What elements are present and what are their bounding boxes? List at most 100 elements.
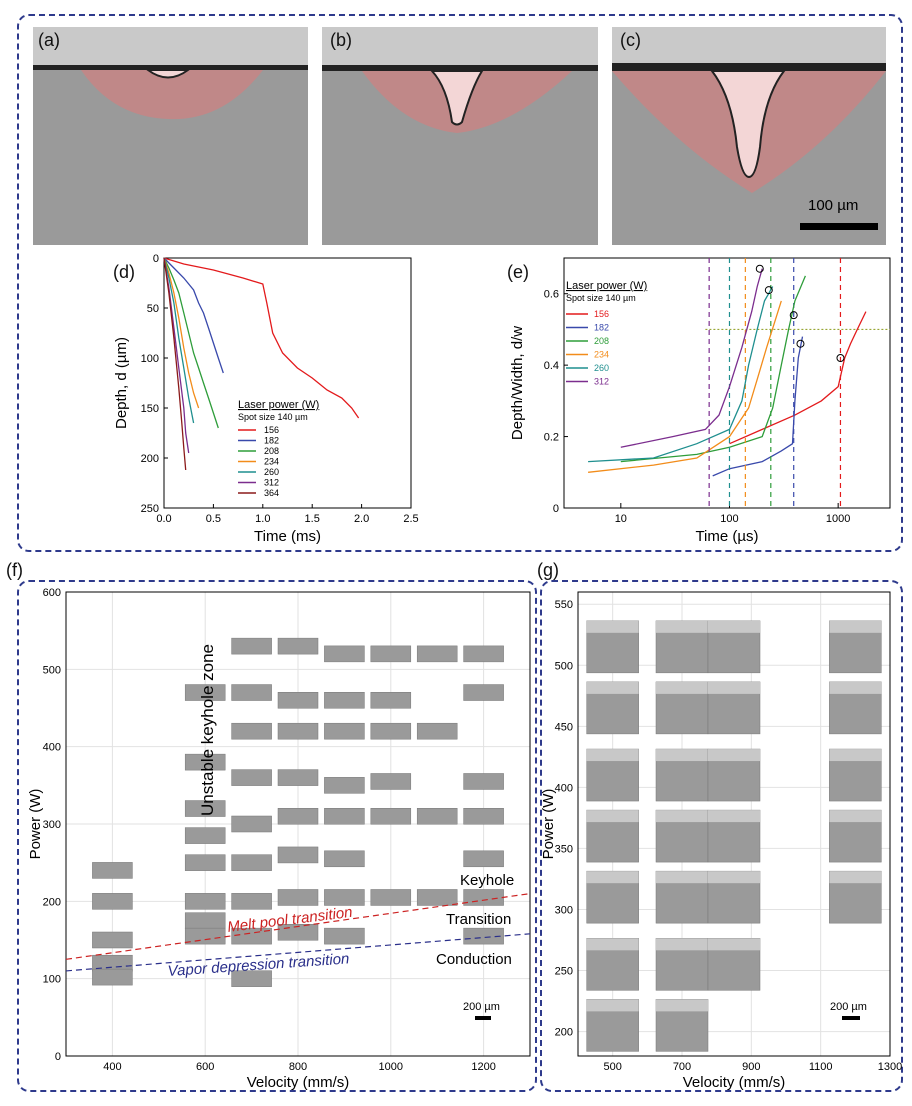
panel-label-f: (f) xyxy=(6,560,23,580)
chart-g-ytick-label: 200 xyxy=(555,1027,573,1039)
chart-d-legend-label-312: 312 xyxy=(264,478,279,488)
chart-g-xtick-label: 500 xyxy=(603,1061,621,1073)
chart-g-sample-powder-layer xyxy=(656,871,708,884)
chart-g-ytick-label: 350 xyxy=(555,843,573,855)
chart-f-xtick-label: 800 xyxy=(289,1061,307,1073)
chart-f-sample-thumbnail xyxy=(231,893,272,910)
chart-f-sample-thumbnail xyxy=(231,970,272,987)
micrograph-a-image xyxy=(33,27,308,245)
chart-d-legend-title: Laser power (W) xyxy=(238,399,319,411)
chart-e-legend-label-312: 312 xyxy=(594,377,609,387)
chart-f-sample-thumbnail xyxy=(92,968,133,986)
chart-f-sample-thumbnail xyxy=(184,753,226,771)
chart-e-legend-subtitle: Spot size 140 µm xyxy=(566,293,636,303)
micrograph-scale-label: 100 µm xyxy=(808,197,859,214)
chart-f-sample-thumbnail xyxy=(231,815,272,833)
chart-d-legend-label-182: 182 xyxy=(264,436,279,446)
chart-d-series-234 xyxy=(163,257,200,409)
chart-e-ytick-label: 0.4 xyxy=(544,360,559,372)
chart-f-region-keyhole: Keyhole xyxy=(460,872,514,889)
chart-e-xtick-label: 100 xyxy=(720,513,738,525)
chart-e-xtick-label: 1000 xyxy=(826,513,850,525)
chart-e-marker-208 xyxy=(789,311,798,320)
chart-g-sample-powder-layer xyxy=(708,938,760,951)
chart-g-xtick-label: 900 xyxy=(742,1061,760,1073)
chart-f-boundary-0 xyxy=(65,893,531,960)
chart-g-sample-powder-layer xyxy=(586,999,639,1012)
chart-e-ylabel: Depth/Width, d/w xyxy=(509,326,526,440)
chart-d-legend-label-260: 260 xyxy=(264,467,279,477)
chart-g-sample-powder-layer xyxy=(656,810,708,823)
chart-f-xlabel: Velocity (mm/s) xyxy=(247,1074,350,1091)
chart-e-xlabel: Time (µs) xyxy=(695,528,758,545)
panel-label-a: (a) xyxy=(38,30,60,50)
chart-f-sample-thumbnail xyxy=(370,808,412,825)
chart-e-series-208 xyxy=(620,275,806,463)
chart-f-xtick-label: 400 xyxy=(103,1061,121,1073)
chart-f-sample-thumbnail xyxy=(184,927,226,945)
chart-f-region-unstable: Unstable keyhole zone xyxy=(198,644,217,816)
chart-g-sample-powder-layer xyxy=(656,999,708,1012)
chart-d-ytick-label: 0 xyxy=(153,253,159,265)
panel-label-c: (c) xyxy=(620,30,641,50)
chart-g-sample-powder-layer xyxy=(708,810,760,823)
chart-f-ytick-label: 200 xyxy=(43,896,61,908)
chart-d-xlabel: Time (ms) xyxy=(254,528,321,545)
chart-f-sample-thumbnail xyxy=(277,846,319,864)
micrograph-b-image xyxy=(322,27,598,245)
chart-f-sample-thumbnail xyxy=(324,692,365,709)
chart-f-sample-thumbnail xyxy=(277,808,319,825)
chart-g-sample-powder-layer xyxy=(586,938,639,951)
chart-d-ytick-label: 150 xyxy=(141,403,159,415)
chart-g-sample-powder-layer xyxy=(829,620,882,633)
chart-d-series-156 xyxy=(163,257,360,419)
chart-f-sample-thumbnail xyxy=(184,854,226,871)
chart-g-ytick-label: 500 xyxy=(555,660,573,672)
chart-f-sample-thumbnail xyxy=(277,889,319,906)
chart-e-legend-label-156: 156 xyxy=(594,309,609,319)
chart-g-sample-powder-layer xyxy=(708,871,760,884)
chart-f-frame xyxy=(65,591,531,1057)
chart-f-sample-thumbnail xyxy=(231,854,272,871)
chart-e-marker-182 xyxy=(796,339,805,348)
chart-f-sample-thumbnail xyxy=(277,692,319,709)
chart-f-sample-thumbnail xyxy=(463,927,504,945)
chart-g-sample-powder-layer xyxy=(829,810,882,823)
chart-d-xtick-label: 1.5 xyxy=(305,513,320,525)
chart-d-legend-subtitle: Spot size 140 µm xyxy=(238,412,308,422)
chart-e-marker-156 xyxy=(836,354,845,362)
chart-g-sample-powder-layer xyxy=(708,620,760,633)
chart-f-sample-thumbnail xyxy=(370,692,412,709)
chart-d-ytick-label: 50 xyxy=(147,303,159,315)
micrograph-c xyxy=(612,27,886,245)
chart-g-xtick-label: 700 xyxy=(673,1061,691,1073)
chart-f-ytick-label: 600 xyxy=(43,587,61,599)
panel-label-d: (d) xyxy=(113,262,135,282)
chart-g-sample-powder-layer xyxy=(656,749,708,762)
panel-label-g: (g) xyxy=(537,560,559,580)
panel-f-frame xyxy=(17,580,537,1092)
chart-f-xtick-label: 1000 xyxy=(379,1061,403,1073)
chart-f-sample-thumbnail xyxy=(184,800,226,817)
chart-g-ytick-label: 250 xyxy=(555,966,573,978)
chart-f-sample-thumbnail xyxy=(370,889,412,906)
chart-g-ytick-label: 300 xyxy=(555,904,573,916)
chart-f-sample-thumbnail xyxy=(277,769,319,786)
chart-d-xtick-label: 0.5 xyxy=(206,513,221,525)
chart-f-sample-thumbnail xyxy=(370,722,412,740)
chart-d-frame xyxy=(163,257,412,509)
chart-d-legend-label-156: 156 xyxy=(264,425,279,435)
chart-g-sample-powder-layer xyxy=(829,871,882,884)
chart-e-series-260 xyxy=(588,286,774,463)
micrograph-c-image xyxy=(612,27,886,245)
chart-f-sample-thumbnail xyxy=(416,722,458,740)
chart-g-sample-powder-layer xyxy=(829,749,882,762)
chart-g-xlabel: Velocity (mm/s) xyxy=(683,1074,786,1091)
chart-g-sample-powder-layer xyxy=(656,620,708,633)
chart-e-frame xyxy=(563,257,891,509)
chart-g-sample-powder-layer xyxy=(708,749,760,762)
chart-d-series-312 xyxy=(163,257,190,454)
chart-f-xtick-label: 1200 xyxy=(471,1061,495,1073)
